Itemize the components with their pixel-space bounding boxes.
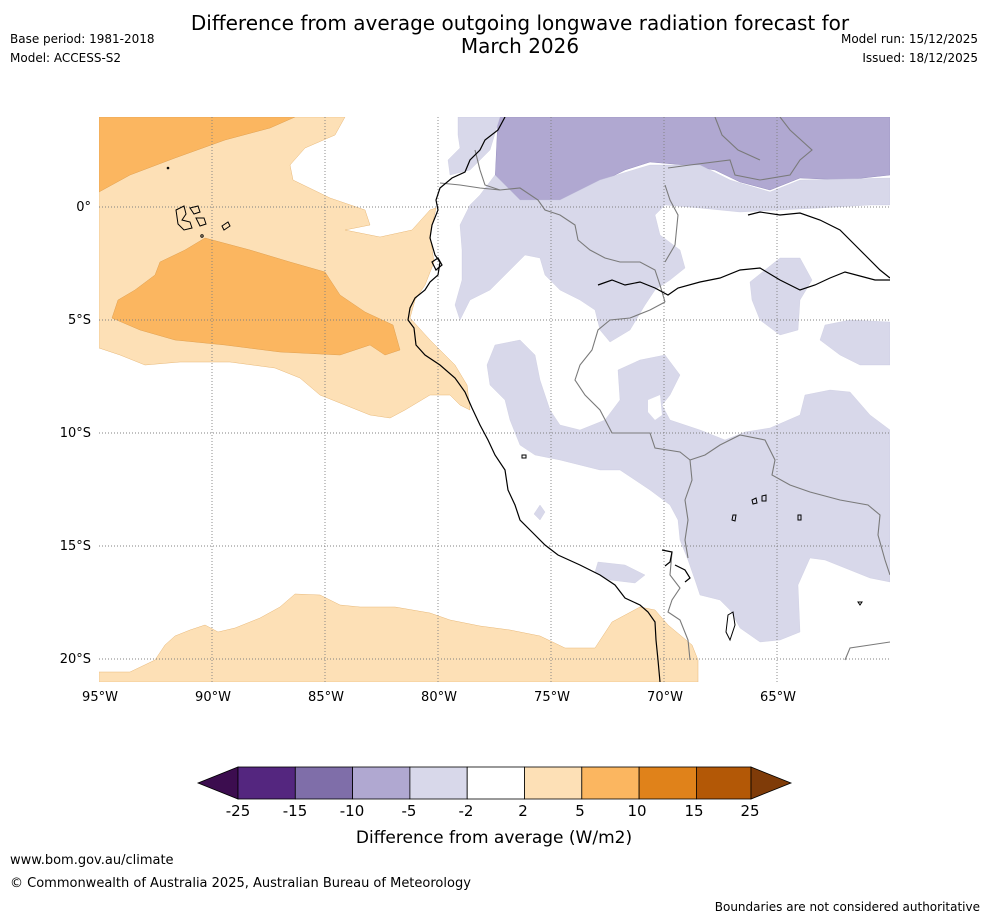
negative-anomaly-light-northwest [447,117,501,176]
colorbar-tick: -15 [283,802,308,820]
colorbar: -25 -15 -10 -5 -2 2 5 10 15 25 Differenc… [196,766,793,848]
title-line-2: March 2026 [460,34,580,58]
map-plot-area [99,117,890,682]
colorbar-swatch [466,766,525,800]
colorbar-extend-low [196,766,239,800]
colorbar-swatch [352,766,411,800]
lon-label: 75°W [534,690,570,705]
colorbar-tick: 15 [684,802,703,820]
colorbar-swatch [696,766,752,800]
lat-label: 20°S [60,652,91,667]
graticule [99,117,890,682]
lon-label: 85°W [308,690,344,705]
colorbar-extend-high [750,766,793,800]
lon-label: 70°W [647,690,683,705]
lon-label: 65°W [760,690,796,705]
colorbar-swatch [581,766,640,800]
neutral-gap [648,395,662,420]
colorbar-swatch [638,766,697,800]
positive-anomaly-medium-northwest [99,117,296,193]
left-metadata: Base period: 1981-2018 Model: ACCESS-S2 [10,32,155,70]
lat-label: 10°S [60,426,91,441]
right-metadata: Model run: 15/12/2025 Issued: 18/12/2025 [841,32,978,70]
colorbar-tick: -5 [402,802,417,820]
lon-label: 80°W [421,690,457,705]
colorbar-tick: -25 [226,802,251,820]
longitude-labels: 95°W 90°W 85°W 80°W 75°W 70°W 65°W [82,690,796,705]
colorbar-tick: -2 [459,802,474,820]
latitude-labels: 0° 5°S 10°S 15°S 20°S [60,200,91,667]
lat-label: 15°S [60,539,91,554]
colorbar-label: Difference from average (W/m2) [356,828,632,848]
colorbar-tick: 10 [627,802,646,820]
footer-url: www.bom.gov.au/climate [10,853,174,868]
negative-anomaly-light-central [454,164,890,343]
colorbar-swatch [524,766,583,800]
negative-anomaly-light-islet-1 [533,504,546,521]
positive-anomaly-medium-central [111,237,401,356]
lat-label: 5°S [68,313,91,328]
colorbar-tick: 2 [518,802,528,820]
issued-text: Issued: 18/12/2025 [862,51,978,65]
galapagos-islands [166,166,231,238]
model-run-text: Model run: 15/12/2025 [840,32,978,46]
negative-anomaly-light-east [749,257,813,336]
footer-copyright: © Commonwealth of Australia 2025, Austra… [10,876,471,891]
model-text: Model: ACCESS-S2 [10,51,122,65]
base-period-text: Base period: 1981-2018 [10,32,155,46]
lakes [521,454,863,642]
colorbar-swatch [294,766,353,800]
colorbar-tick: -10 [340,802,365,820]
coastlines [407,117,890,682]
lon-label: 95°W [82,690,118,705]
country-borders [439,117,890,661]
colorbar-tick: 5 [575,802,585,820]
title-line-1: Difference from average outgoing longwav… [190,11,850,35]
colorbar-tick: 25 [740,802,759,820]
footer-disclaimer: Boundaries are not considered authoritat… [714,900,980,914]
colorbar-swatch [237,766,296,800]
lon-label: 90°W [195,690,231,705]
negative-anomaly-light-far-east [819,319,890,366]
positive-anomaly-light-south [99,593,699,682]
colorbar-swatch [409,766,468,800]
lat-label: 0° [76,200,91,215]
page-title: Difference from average outgoing longwav… [120,12,920,58]
